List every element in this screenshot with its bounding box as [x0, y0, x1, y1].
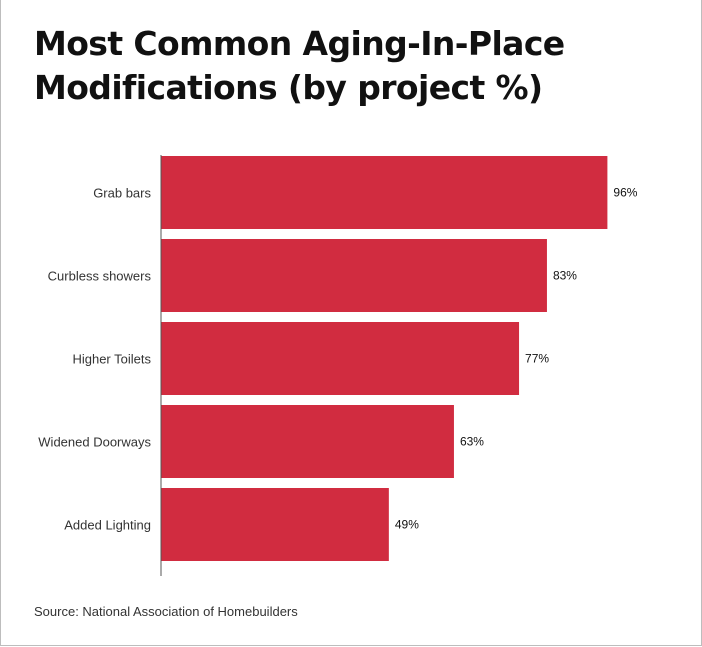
chart-title-line-1: Most Common Aging-In-Place	[34, 24, 565, 63]
category-label: Higher Toilets	[72, 352, 151, 367]
chart-title: Most Common Aging-In-Place Modifications…	[34, 22, 674, 110]
bar-curbless-showers	[161, 239, 547, 312]
value-label: 77%	[525, 352, 549, 366]
value-label: 49%	[395, 518, 419, 532]
category-label: Added Lighting	[64, 518, 151, 533]
category-label: Widened Doorways	[38, 435, 151, 450]
value-label: 83%	[553, 269, 577, 283]
bar-added-lighting	[161, 488, 389, 561]
category-label: Grab bars	[93, 186, 151, 201]
chart-title-line-2: Modifications (by project %)	[34, 68, 543, 107]
bar-higher-toilets	[161, 322, 520, 395]
value-label: 96%	[613, 186, 637, 200]
bar-chart: Grab bars 96% Curbless showers 83% Higher To…	[38, 155, 638, 576]
category-label: Curbless showers	[48, 269, 152, 284]
chart-source: Source: National Association of Homebuil…	[34, 604, 298, 619]
value-label: 63%	[460, 435, 484, 449]
bar-grab-bars	[161, 156, 608, 229]
bar-widened-doorways	[161, 405, 454, 478]
